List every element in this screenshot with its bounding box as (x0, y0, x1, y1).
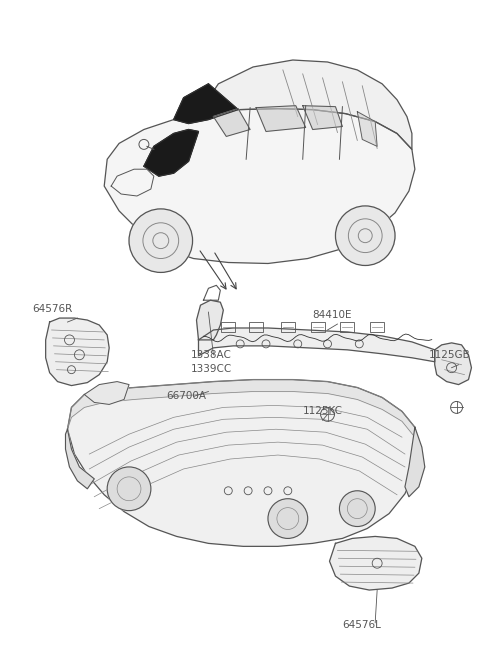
Text: 66700A: 66700A (167, 392, 207, 401)
Text: 84410E: 84410E (312, 310, 352, 320)
Polygon shape (357, 112, 377, 146)
Polygon shape (196, 300, 223, 340)
Circle shape (268, 499, 308, 539)
Text: 1125GB: 1125GB (429, 350, 470, 359)
Bar (340, 322, 354, 332)
Polygon shape (435, 343, 471, 384)
Polygon shape (405, 427, 425, 497)
Polygon shape (46, 318, 109, 386)
Polygon shape (174, 84, 238, 123)
Polygon shape (214, 109, 250, 136)
Text: 64576R: 64576R (32, 304, 72, 314)
Bar (221, 322, 235, 332)
Bar (249, 322, 263, 332)
Polygon shape (256, 106, 306, 131)
Polygon shape (68, 380, 419, 546)
Polygon shape (84, 382, 129, 405)
Bar (311, 322, 324, 332)
Text: 1125KC: 1125KC (303, 406, 343, 417)
Polygon shape (144, 129, 199, 176)
Circle shape (129, 209, 192, 272)
Text: 1338AC: 1338AC (191, 350, 231, 359)
Polygon shape (199, 328, 435, 361)
Polygon shape (199, 60, 412, 150)
Polygon shape (65, 429, 94, 489)
Text: 1339CC: 1339CC (191, 363, 232, 374)
Polygon shape (303, 106, 342, 129)
Polygon shape (68, 380, 415, 437)
Text: 64576L: 64576L (342, 620, 381, 630)
Bar (370, 322, 384, 332)
Polygon shape (104, 109, 415, 264)
Circle shape (339, 491, 375, 527)
Circle shape (336, 206, 395, 266)
Circle shape (107, 467, 151, 510)
Polygon shape (329, 537, 422, 590)
Bar (281, 322, 295, 332)
